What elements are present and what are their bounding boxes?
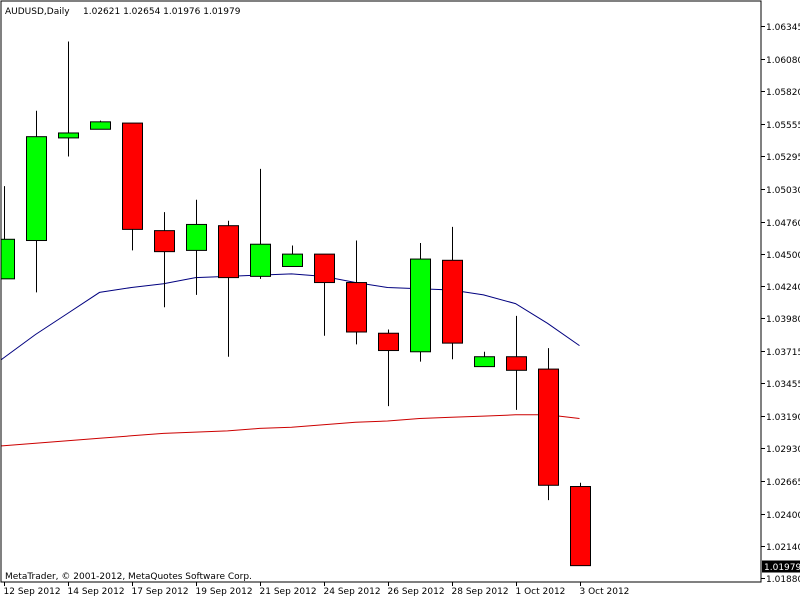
time-tick-label: 19 Sep 2012 <box>196 587 253 597</box>
candle[interactable] <box>506 315 527 410</box>
time-tick-label: 21 Sep 2012 <box>260 587 317 597</box>
candle[interactable] <box>410 242 431 362</box>
candle[interactable] <box>442 226 463 360</box>
candle-body[interactable] <box>378 332 399 352</box>
candle[interactable] <box>218 220 239 357</box>
price-tick-label: 1.05555 <box>766 121 800 131</box>
candle-body[interactable] <box>154 230 175 253</box>
candle-body[interactable] <box>26 136 47 242</box>
time-tick-label: 26 Sep 2012 <box>388 587 445 597</box>
candle[interactable] <box>0 186 15 280</box>
time-tick-label: 28 Sep 2012 <box>452 587 509 597</box>
candle-body[interactable] <box>122 122 143 230</box>
candle[interactable] <box>378 329 399 407</box>
price-tick-label: 1.02665 <box>766 478 800 488</box>
candle[interactable] <box>570 482 591 567</box>
candle-body[interactable] <box>90 121 111 130</box>
price-tick-label: 1.03715 <box>766 348 800 358</box>
candle[interactable] <box>58 41 79 157</box>
price-tick-label: 1.04500 <box>766 251 800 261</box>
chart-frame <box>0 0 762 583</box>
price-tick-label: 1.01880 <box>766 575 800 585</box>
price-tick-label: 1.03980 <box>766 315 800 325</box>
slow-moving-average-line <box>1 414 580 447</box>
time-tick-label: 24 Sep 2012 <box>324 587 381 597</box>
candle[interactable] <box>314 253 335 336</box>
candle[interactable] <box>26 110 47 293</box>
candle-body[interactable] <box>506 356 527 371</box>
candle-body[interactable] <box>570 486 591 567</box>
candle[interactable] <box>474 351 495 368</box>
time-tick-label: 12 Sep 2012 <box>4 587 61 597</box>
candle[interactable] <box>250 168 271 279</box>
moving-averages <box>1 273 580 447</box>
candle[interactable] <box>538 348 559 501</box>
time-tick-label: 17 Sep 2012 <box>132 587 189 597</box>
candle[interactable] <box>154 212 175 308</box>
price-tick-label: 1.06080 <box>766 56 800 66</box>
time-tick-label: 1 Oct 2012 <box>516 587 566 597</box>
chart-ohlc-readout: 1.02621 1.02654 1.01976 1.01979 <box>83 7 241 17</box>
price-tick-label: 1.03190 <box>766 413 800 423</box>
current-price-label: 1.01979 <box>764 563 800 573</box>
candle[interactable] <box>346 240 367 345</box>
time-axis: 12 Sep 2012 14 Sep 2012 17 Sep 2012 19 Sep … <box>4 582 630 597</box>
price-tick-label: 1.04760 <box>766 219 800 229</box>
candles[interactable] <box>0 41 591 567</box>
candle-body[interactable] <box>314 253 335 284</box>
candle-body[interactable] <box>474 356 495 368</box>
candle-body[interactable] <box>346 282 367 333</box>
price-tick-label: 1.04240 <box>766 283 800 293</box>
chart-symbol-label: AUDUSD,Daily <box>5 7 70 17</box>
candle[interactable] <box>186 199 207 295</box>
candle-body[interactable] <box>410 258 431 353</box>
price-tick-label: 1.05820 <box>766 88 800 98</box>
price-tick-label: 1.02930 <box>766 445 800 455</box>
price-tick-label: 1.05030 <box>766 186 800 196</box>
candle-body[interactable] <box>58 132 79 139</box>
price-tick-label: 1.02140 <box>766 543 800 553</box>
candle-body[interactable] <box>186 223 207 251</box>
candle[interactable] <box>282 245 303 267</box>
candle-body[interactable] <box>250 243 271 277</box>
fast-moving-average-line <box>1 273 580 361</box>
copyright-notice: MetaTrader, © 2001-2012, MetaQuotes Soft… <box>5 572 252 582</box>
price-tick-label: 1.02400 <box>766 511 800 521</box>
candle[interactable] <box>90 120 111 130</box>
price-axis: 1.01880 1.02140 1.02400 1.02665 1.02930 1.031… <box>761 23 800 585</box>
price-tick-label: 1.06345 <box>766 23 800 33</box>
current-price-box <box>762 560 800 573</box>
time-tick-label: 14 Sep 2012 <box>68 587 125 597</box>
candle-body[interactable] <box>538 368 559 486</box>
current-price-marker: 1.01979 <box>762 560 800 573</box>
candle-body[interactable] <box>282 253 303 267</box>
candle-body[interactable] <box>218 225 239 279</box>
candle-body[interactable] <box>0 238 15 280</box>
time-tick-label: 3 Oct 2012 <box>580 587 630 597</box>
price-tick-label: 1.05295 <box>766 153 800 163</box>
candle[interactable] <box>122 122 143 251</box>
price-tick-label: 1.03455 <box>766 380 800 390</box>
candle-body[interactable] <box>442 259 463 344</box>
